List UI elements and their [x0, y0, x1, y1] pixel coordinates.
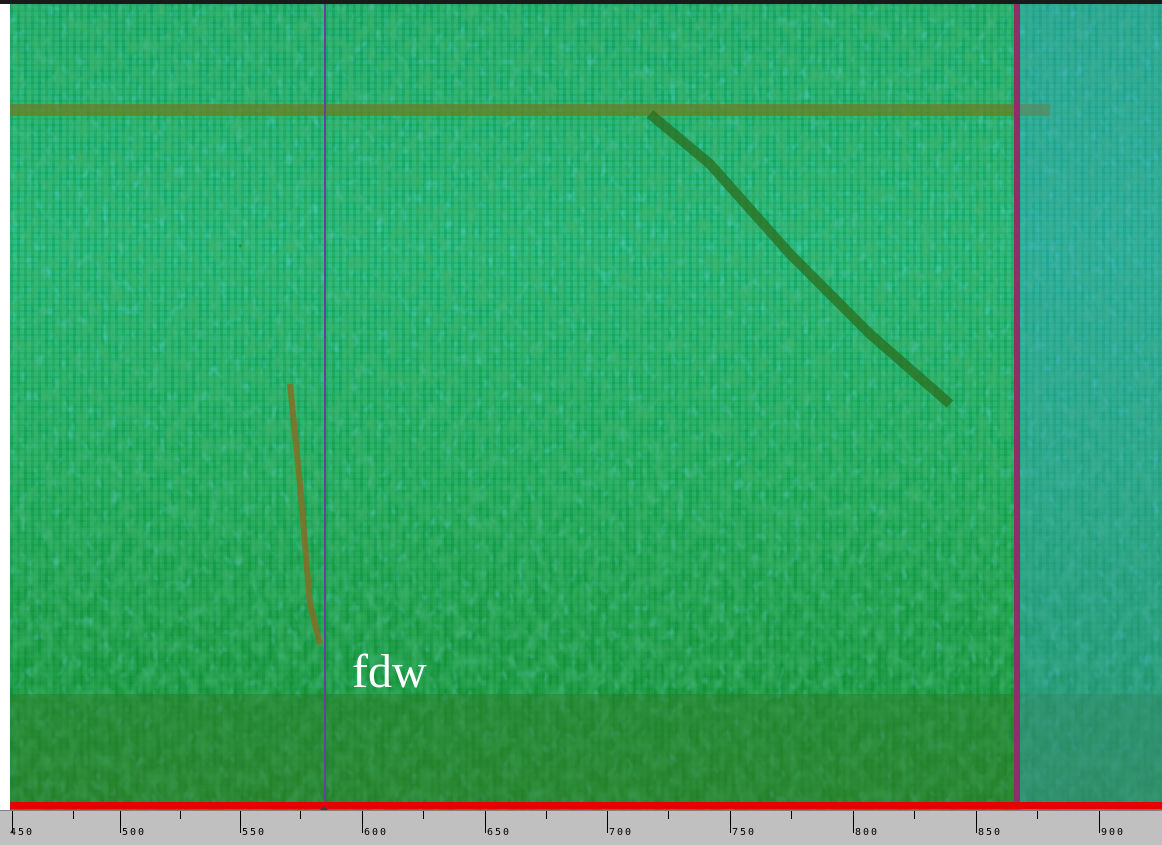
ruler-label: 650 [487, 827, 512, 838]
ruler-tick [607, 811, 608, 833]
ruler-tick [240, 811, 241, 833]
ruler-label: 750 [732, 827, 757, 838]
ruler-label: 800 [855, 827, 880, 838]
ruler-tick [1037, 811, 1038, 819]
ruler-tick [1099, 811, 1100, 833]
ruler-tick [914, 811, 915, 819]
ruler-tick [791, 811, 792, 819]
ruler-tick [300, 811, 301, 819]
ruler-tick [485, 811, 486, 833]
ruler-tick [546, 811, 547, 819]
ruler-label: 500 [122, 827, 147, 838]
vertical-streak [287, 383, 323, 645]
ruler-tick [12, 811, 13, 833]
playhead-cursor-line[interactable] [324, 4, 326, 810]
bottom-band [10, 694, 1162, 810]
overlay-label: fdw [352, 645, 427, 698]
top-border [0, 0, 1162, 4]
ruler-label: 850 [978, 827, 1003, 838]
ruler-tick [423, 811, 424, 819]
ruler-tick [668, 811, 669, 819]
ruler-tick [120, 811, 121, 833]
ruler-label: 700 [609, 827, 634, 838]
left-margin [0, 4, 10, 810]
ruler-tick [976, 811, 977, 833]
spectrogram-canvas[interactable] [10, 4, 1162, 810]
ruler-tick [180, 811, 181, 819]
horizontal-band [10, 104, 1050, 116]
ruler-label: 450 [10, 827, 35, 838]
ruler-label: 550 [242, 827, 267, 838]
ruler-label: 900 [1101, 827, 1126, 838]
time-ruler[interactable]: 450 500 550 600 650 700 750 800 850 900 [0, 810, 1162, 845]
marker-line[interactable] [1014, 4, 1020, 804]
baseline-strip [10, 802, 1162, 809]
ruler-label: 600 [364, 827, 389, 838]
spectrogram-texture [10, 4, 1162, 810]
ruler-tick [73, 811, 74, 819]
ruler-tick [853, 811, 854, 833]
ruler-tick [730, 811, 731, 833]
ruler-tick [362, 811, 363, 833]
diagonal-streak [646, 110, 954, 408]
right-region [1020, 4, 1162, 810]
